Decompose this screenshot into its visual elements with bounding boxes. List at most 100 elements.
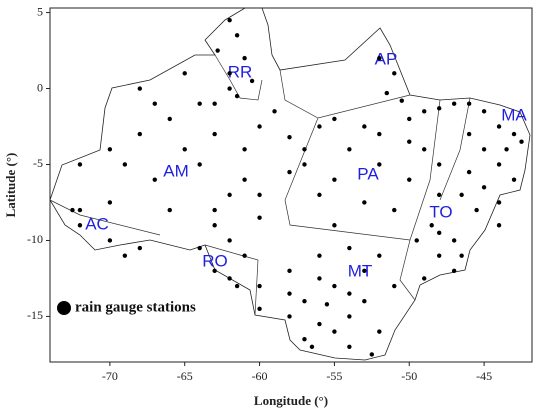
station-point [399,98,404,103]
station-point [496,223,502,228]
station-point [392,283,397,289]
station-point [317,253,322,258]
station-point [212,131,217,137]
station-point [436,230,442,236]
station-point [77,162,83,167]
state-label: PA [357,164,379,183]
station-point [257,215,262,220]
station-point [511,131,517,137]
y-tick-label: 5 [37,4,43,18]
station-point [377,162,382,167]
station-point [332,329,337,334]
y-axis-label: Latitude (°) [3,153,18,218]
station-point [414,238,419,243]
station-point [459,253,464,258]
station-point [272,109,277,114]
station-point [377,329,382,334]
station-point [122,162,128,167]
station-point [234,33,240,38]
plot-frame [49,7,533,363]
legend-label: rain gauge stations [75,299,196,315]
station-point [227,276,232,281]
state-label: RR [228,62,253,81]
station-point [242,253,247,258]
y-tick-label: -15 [27,308,43,322]
station-point [212,101,217,106]
station-point [317,276,322,281]
station-point [332,177,337,182]
station-point [362,299,367,304]
x-tick-label: -70 [102,369,118,383]
x-tick-label: -65 [177,369,193,383]
station-point [287,314,292,319]
station-point [77,207,83,213]
station-point [422,147,427,152]
station-point [242,147,247,152]
station-point [429,223,434,228]
state-label: RO [202,251,228,270]
station-point [481,147,487,152]
station-point [249,78,255,84]
station-point [481,109,487,114]
station-point [481,185,487,190]
station-point [287,169,292,175]
station-point [167,116,172,122]
station-point [392,71,397,76]
station-point [212,268,217,274]
station-point [197,101,202,106]
station-point [234,93,240,99]
station-point [504,147,509,152]
station-point [287,134,292,140]
station-point [332,283,337,289]
station-point [466,101,472,106]
station-point [496,124,502,129]
station-point [496,162,502,167]
station-point [152,177,157,182]
station-point [407,116,412,122]
station-point [107,200,113,205]
station-point [362,124,367,129]
station-point [182,71,187,76]
y-tick-label: -10 [27,232,43,246]
station-point [362,268,367,274]
station-point [317,124,322,129]
station-point [496,200,502,205]
station-point [227,192,232,198]
station-point [459,192,464,198]
station-point [466,131,472,137]
station-point [347,314,352,319]
station-point [436,192,442,198]
station-point [137,86,143,91]
station-point [77,223,83,228]
x-tick-label: -55 [326,369,342,383]
station-point [436,253,442,258]
station-point [215,48,220,53]
station-point [332,223,337,228]
station-point [324,302,330,307]
station-point [436,162,442,167]
station-point [377,55,382,61]
station-point [302,337,307,342]
station-point [407,177,412,182]
station-point [197,162,202,167]
station-point [377,253,382,258]
x-tick-label: -60 [252,369,268,383]
station-point [302,162,307,167]
station-point [347,245,352,251]
region-outline [49,7,531,361]
y-tick-label: 0 [37,80,43,94]
station-point [422,276,427,281]
station-point [257,306,262,312]
state-borders [49,54,471,316]
station-point [287,268,292,274]
station-point [519,139,524,144]
station-point [511,177,517,182]
station-point [384,90,390,96]
x-axis-label: Longitude (°) [254,393,328,408]
station-point [369,352,375,357]
station-point [436,106,442,111]
station-point [107,147,113,152]
station-point [317,321,322,327]
station-point [227,238,232,243]
